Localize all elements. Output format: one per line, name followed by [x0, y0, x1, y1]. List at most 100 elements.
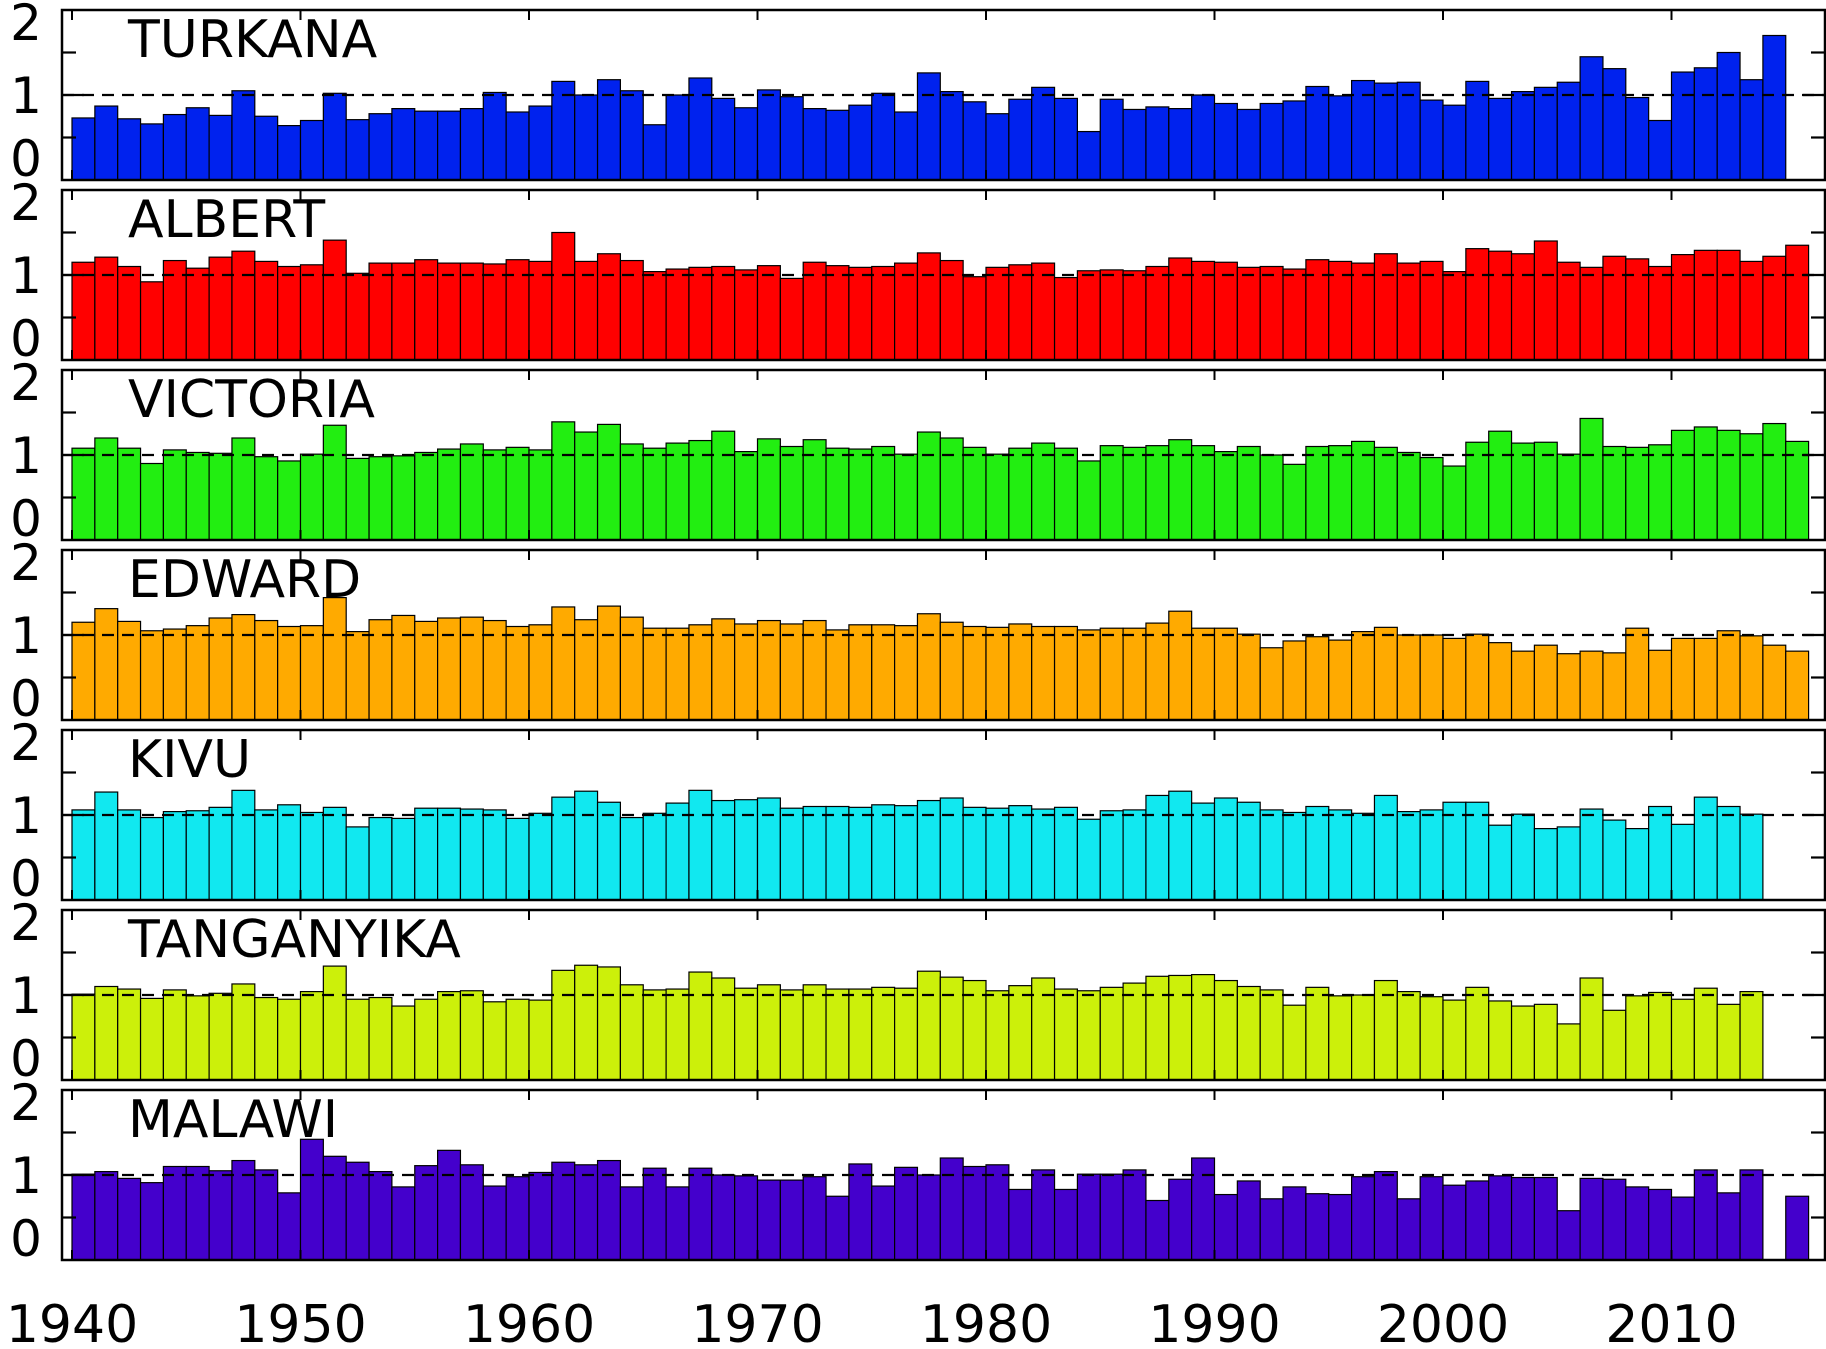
bar-malawi-1955 — [414, 1165, 439, 1261]
bar-albert-1990 — [1213, 261, 1238, 361]
bar-kivu-1978 — [939, 797, 964, 901]
bar-tanganyika-1967 — [688, 971, 713, 1081]
bar-edward-1986 — [1122, 627, 1147, 721]
bar-albert-2001 — [1465, 248, 1490, 361]
bar-tanganyika-1948 — [254, 996, 279, 1081]
bar-kivu-1982 — [1031, 808, 1056, 901]
bar-tanganyika-1981 — [1008, 985, 1033, 1081]
bar-victoria-1973 — [825, 447, 850, 541]
bar-turkana-1941 — [94, 105, 119, 181]
bar-edward-1999 — [1419, 634, 1444, 721]
bar-kivu-2001 — [1465, 801, 1490, 901]
bar-albert-1966 — [665, 268, 690, 361]
bar-kivu-1972 — [802, 805, 827, 901]
bar-tanganyika-2002 — [1488, 1000, 1513, 1081]
bar-tanganyika-1976 — [893, 987, 919, 1081]
bar-edward-1980 — [985, 626, 1010, 721]
bar-kivu-1991 — [1236, 801, 1261, 901]
bar-tanganyika-1960 — [528, 999, 553, 1081]
bar-turkana-2004 — [1533, 86, 1558, 181]
bar-malawi-1956 — [437, 1149, 462, 1261]
bar-victoria-1975 — [871, 445, 896, 541]
bar-albert-1980 — [985, 266, 1010, 361]
bar-edward-2003 — [1510, 650, 1536, 721]
bar-malawi-2009 — [1648, 1188, 1673, 1261]
bar-edward-2011 — [1693, 637, 1718, 721]
x-tick-label: 1940 — [6, 1295, 138, 1349]
bar-kivu-1971 — [779, 807, 804, 901]
bar-edward-1978 — [939, 621, 964, 721]
bar-malawi-2006 — [1579, 1177, 1604, 1261]
bar-turkana-1955 — [414, 110, 439, 181]
bar-malawi-1944 — [162, 1165, 187, 1261]
bar-victoria-1955 — [414, 451, 439, 541]
bar-edward-1988 — [1168, 610, 1193, 721]
bar-malawi-1966 — [665, 1186, 690, 1261]
bar-turkana-1959 — [505, 111, 530, 181]
bar-victoria-1969 — [734, 451, 759, 541]
bar-malawi-2011 — [1693, 1169, 1718, 1261]
bar-malawi-1953 — [368, 1170, 393, 1261]
bar-turkana-1982 — [1031, 86, 1056, 181]
x-tick-label: 1980 — [920, 1295, 1052, 1349]
bar-edward-2002 — [1488, 642, 1513, 721]
bar-victoria-2005 — [1556, 453, 1581, 541]
bar-turkana-1964 — [619, 90, 644, 181]
y-tick-label: 2 — [10, 1074, 42, 1132]
bar-kivu-1951 — [322, 806, 347, 901]
bar-kivu-2008 — [1625, 827, 1650, 901]
bar-tanganyika-1968 — [711, 977, 736, 1081]
bar-turkana-1960 — [528, 105, 553, 181]
bar-edward-1944 — [162, 628, 187, 721]
bar-tanganyika-1982 — [1031, 977, 1056, 1081]
bar-malawi-2003 — [1510, 1176, 1536, 1261]
bar-tanganyika-1972 — [802, 984, 827, 1081]
bar-kivu-1966 — [665, 802, 690, 901]
bar-edward-1965 — [642, 627, 667, 721]
bar-victoria-2001 — [1465, 441, 1490, 541]
bar-victoria-2000 — [1442, 465, 1467, 541]
bar-edward-1989 — [1191, 627, 1216, 721]
bar-edward-1960 — [528, 624, 553, 721]
bar-tanganyika-2005 — [1556, 1023, 1581, 1081]
bar-victoria-2010 — [1670, 429, 1695, 541]
panel-malawi: 01 2 MALAWI — [10, 1074, 1826, 1268]
bar-kivu-2006 — [1579, 808, 1604, 901]
bar-kivu-1961 — [551, 796, 576, 901]
bar-edward-1941 — [94, 608, 119, 721]
bar-turkana-1990 — [1213, 102, 1238, 181]
bar-malawi-1974 — [848, 1163, 873, 1261]
bar-turkana-2010 — [1670, 71, 1695, 181]
bar-victoria-1998 — [1396, 451, 1421, 541]
bar-malawi-1968 — [711, 1174, 736, 1261]
bar-kivu-2002 — [1488, 824, 1513, 901]
bar-kivu-1940 — [71, 809, 96, 901]
bar-turkana-1992 — [1259, 102, 1284, 181]
bar-kivu-1963 — [596, 801, 621, 901]
bar-edward-1951 — [322, 596, 347, 721]
bar-albert-2004 — [1533, 240, 1558, 361]
bar-victoria-2015 — [1785, 440, 1810, 541]
bar-kivu-1993 — [1282, 811, 1307, 901]
bar-victoria-1944 — [162, 449, 187, 541]
bar-albert-1983 — [1053, 276, 1079, 361]
lake-label: ALBERT — [128, 190, 325, 250]
bar-victoria-1981 — [1008, 447, 1033, 541]
bar-tanganyika-1975 — [871, 986, 896, 1081]
bar-tanganyika-1961 — [551, 969, 576, 1081]
bar-victoria-1974 — [848, 448, 873, 541]
bar-albert-1948 — [254, 260, 279, 361]
panel-victoria: 01 2 VICTORIA — [10, 354, 1826, 548]
bar-edward-1975 — [871, 624, 896, 721]
bar-edward-1979 — [962, 625, 987, 721]
bar-tanganyika-1943 — [139, 997, 165, 1081]
bar-malawi-1994 — [1305, 1193, 1330, 1261]
bar-malawi-1959 — [505, 1176, 530, 1261]
bar-albert-1975 — [871, 265, 896, 361]
bar-turkana-1945 — [185, 107, 210, 181]
bar-malawi-1952 — [345, 1161, 370, 1261]
bar-edward-2000 — [1442, 637, 1467, 721]
bar-victoria-1947 — [231, 437, 256, 541]
bar-victoria-1977 — [916, 431, 941, 541]
